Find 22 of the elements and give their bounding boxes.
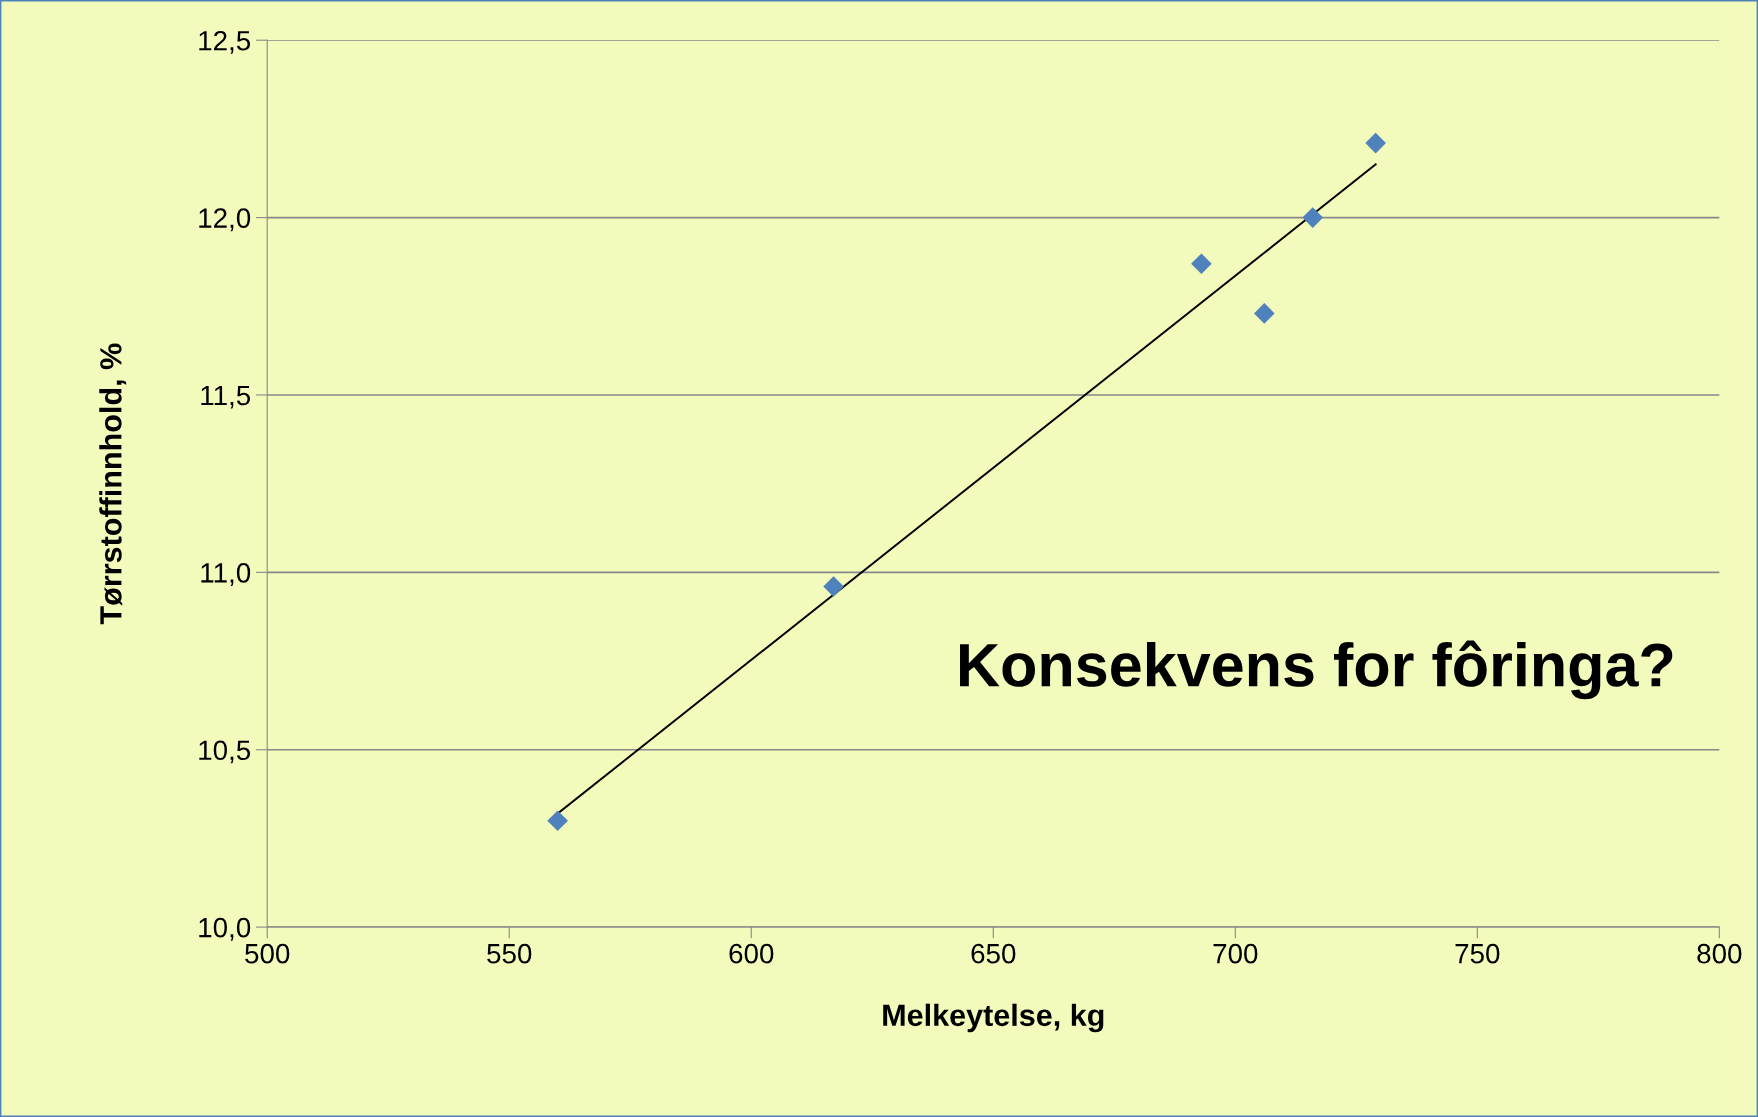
x-tick-label: 700 xyxy=(1213,943,1258,964)
point xyxy=(547,810,568,831)
x-axis-title: Melkeytelse, kg xyxy=(883,1003,1104,1033)
y-tick-label: 12,5 xyxy=(199,30,251,54)
y-axis-title: Tørrstoffinnhold, % xyxy=(99,343,127,625)
x-tick-label: 650 xyxy=(971,943,1016,964)
x-tick-label: 500 xyxy=(245,943,290,964)
point xyxy=(1191,253,1212,275)
point xyxy=(1365,132,1386,154)
y-tick-label: 11,0 xyxy=(201,563,251,586)
annotation: Konsekvens for fôringa? xyxy=(960,640,1673,700)
point xyxy=(823,576,844,597)
x-tick-label: 600 xyxy=(729,943,774,964)
x-tick-label: 800 xyxy=(1697,943,1742,964)
y-tick-label: 10,0 xyxy=(199,917,251,941)
x-tick-label: 750 xyxy=(1455,943,1500,964)
point xyxy=(1302,207,1324,228)
y-tick-label: 10,5 xyxy=(199,740,251,764)
y-tick-label: 11,5 xyxy=(201,385,251,409)
point xyxy=(1254,303,1275,324)
y-tick-label: 12,0 xyxy=(199,208,251,232)
x-tick-label: 550 xyxy=(487,943,532,964)
